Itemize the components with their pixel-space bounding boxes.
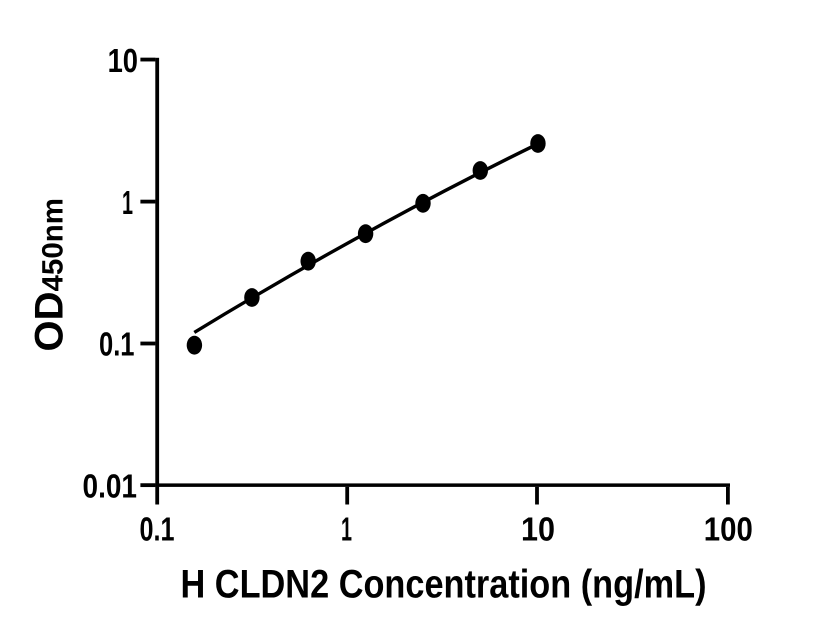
svg-text:1: 1: [122, 185, 133, 222]
svg-text:H CLDN2 Concentration (ng/mL): H CLDN2 Concentration (ng/mL): [181, 563, 707, 607]
svg-text:0.1: 0.1: [140, 511, 175, 548]
svg-text:0.01: 0.01: [83, 468, 138, 505]
svg-text:10: 10: [521, 511, 555, 548]
svg-text:0.1: 0.1: [99, 327, 135, 364]
svg-text:100: 100: [704, 511, 753, 548]
svg-text:10: 10: [108, 43, 138, 80]
svg-text:OD450nm: OD450nm: [28, 198, 72, 351]
svg-text:1: 1: [341, 511, 352, 548]
